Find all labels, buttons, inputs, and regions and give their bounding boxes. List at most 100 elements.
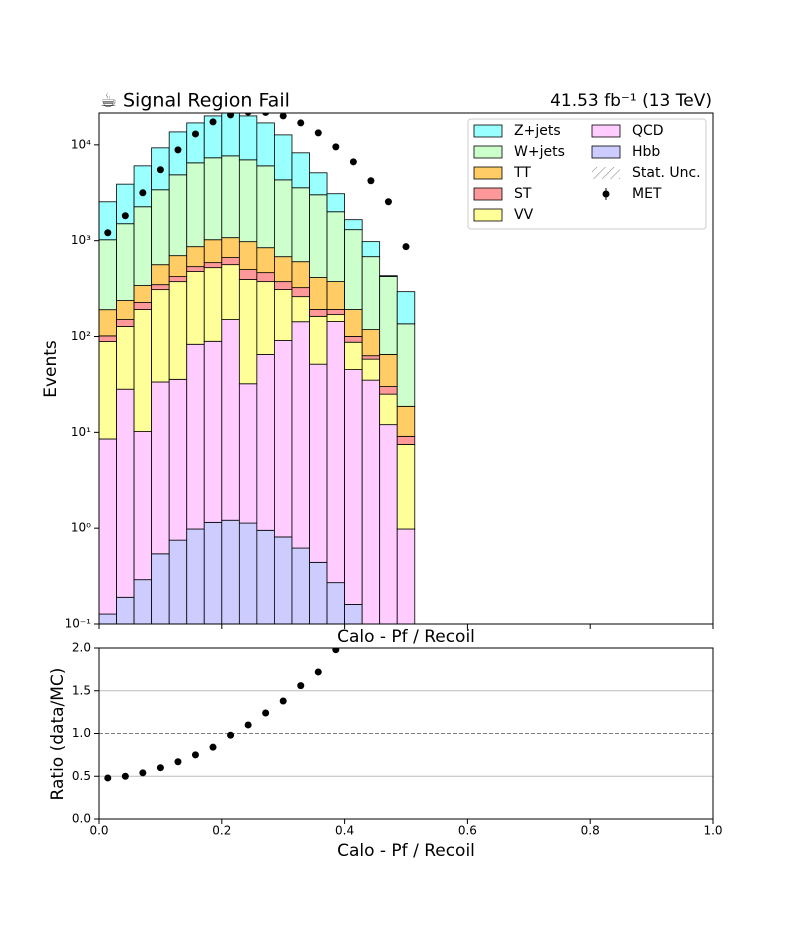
ratio-point (121, 772, 129, 780)
hist-bin (256, 122, 275, 167)
hist-bin (133, 579, 153, 624)
hist-bin (379, 393, 398, 426)
hist-bin (221, 237, 240, 258)
hist-bin (274, 134, 293, 181)
legend-swatch (473, 124, 503, 138)
hist-bin (168, 378, 188, 541)
hist-bin (326, 281, 346, 310)
ratio-point (156, 764, 164, 772)
hist-bin (116, 300, 135, 320)
y-tick-label: 2.0 (72, 641, 91, 655)
ratio-plot (99, 648, 713, 782)
hist-bin (396, 405, 416, 437)
hist-bin (291, 296, 310, 323)
hist-bin (151, 553, 170, 624)
legend-swatch (591, 124, 621, 138)
hist-bin (238, 279, 258, 385)
hist-bin (361, 355, 381, 360)
hist-bin (151, 289, 170, 383)
hist-bin (133, 206, 153, 286)
y-tick-label: 10² (71, 329, 91, 343)
hist-bin (168, 131, 188, 176)
hist-bin (396, 291, 416, 325)
y-tick-label: 10⁴ (71, 137, 91, 151)
data-point (367, 177, 375, 185)
hist-bin (221, 155, 240, 239)
hist-bin (326, 582, 346, 624)
hist-bin (133, 285, 153, 303)
hist-bin (379, 354, 398, 387)
data-point (156, 166, 164, 174)
data-point (227, 113, 235, 119)
hist-bin (379, 386, 398, 395)
hist-bin (151, 284, 170, 291)
hist-bin (186, 343, 205, 530)
hist-bin (238, 115, 258, 161)
hist-bin (99, 341, 117, 440)
hist-bin (238, 269, 258, 280)
hist-bin (326, 314, 346, 322)
hist-bin (291, 187, 310, 263)
hist-bin (116, 223, 135, 301)
ratio-point (104, 774, 112, 782)
y-tick-label: 10⁻¹ (65, 617, 92, 631)
y-tick-label: 1.0 (72, 726, 91, 740)
legend-swatch (592, 167, 620, 179)
hist-bin (309, 363, 328, 563)
hist-bin (99, 438, 117, 615)
hist-bin (379, 276, 398, 355)
lumi-label: 41.53 fb⁻¹ (13 TeV) (550, 91, 712, 111)
hist-bin (133, 302, 153, 310)
hist-bin (133, 309, 153, 432)
hist-bin (256, 354, 275, 531)
data-point (314, 129, 322, 137)
hist-bin (186, 162, 205, 248)
hist-bin (186, 122, 205, 164)
hist-bin (344, 369, 363, 605)
data-point (121, 212, 129, 220)
hist-bin (344, 336, 363, 343)
data-point (191, 130, 199, 138)
hist-bin (291, 261, 310, 289)
hist-bin (238, 522, 258, 624)
hist-bin (309, 561, 328, 624)
hist-bin (274, 340, 293, 538)
ratio-point (139, 769, 147, 777)
plot-frame (98, 112, 714, 625)
hist-bin (168, 255, 188, 278)
legend: Z+jets W+jets TT ST VV QCD Hbb Stat. Unc. MET (467, 118, 707, 230)
title-icon: ☕ (100, 90, 117, 112)
hist-bin (344, 341, 363, 370)
hist-bin (379, 275, 398, 277)
hist-bin (203, 267, 223, 342)
hist-bin (116, 319, 135, 327)
legend-label: QCD (632, 123, 664, 139)
hist-bin (99, 239, 117, 311)
hist-bin (291, 547, 310, 624)
legend-label: Hbb (632, 144, 660, 160)
ratio-point (279, 697, 287, 705)
legend-label: W+jets (514, 144, 565, 160)
chart-title: Signal Region Fail (123, 90, 290, 112)
ratio-y-label: Ratio (data/MC) (48, 668, 68, 801)
hist-bin (151, 189, 170, 266)
hist-bin (326, 321, 346, 584)
hist-bin (274, 281, 293, 290)
data-point (332, 143, 340, 151)
x-tick-label: 1.0 (703, 824, 722, 838)
ratio-point (314, 668, 322, 676)
hist-bin (361, 329, 381, 357)
data-point (104, 229, 112, 237)
hist-bin (344, 219, 363, 231)
hist-bin (99, 309, 117, 337)
hist-bin (256, 529, 275, 624)
legend-label: TT (513, 165, 531, 181)
legend-swatch (591, 145, 621, 159)
hist-bin (203, 239, 223, 264)
data-point (139, 189, 147, 197)
hist-bin (116, 388, 135, 598)
hist-bin (361, 241, 381, 258)
hist-bin (99, 613, 117, 624)
hist-bin (291, 287, 310, 298)
hist-bin (256, 165, 275, 249)
